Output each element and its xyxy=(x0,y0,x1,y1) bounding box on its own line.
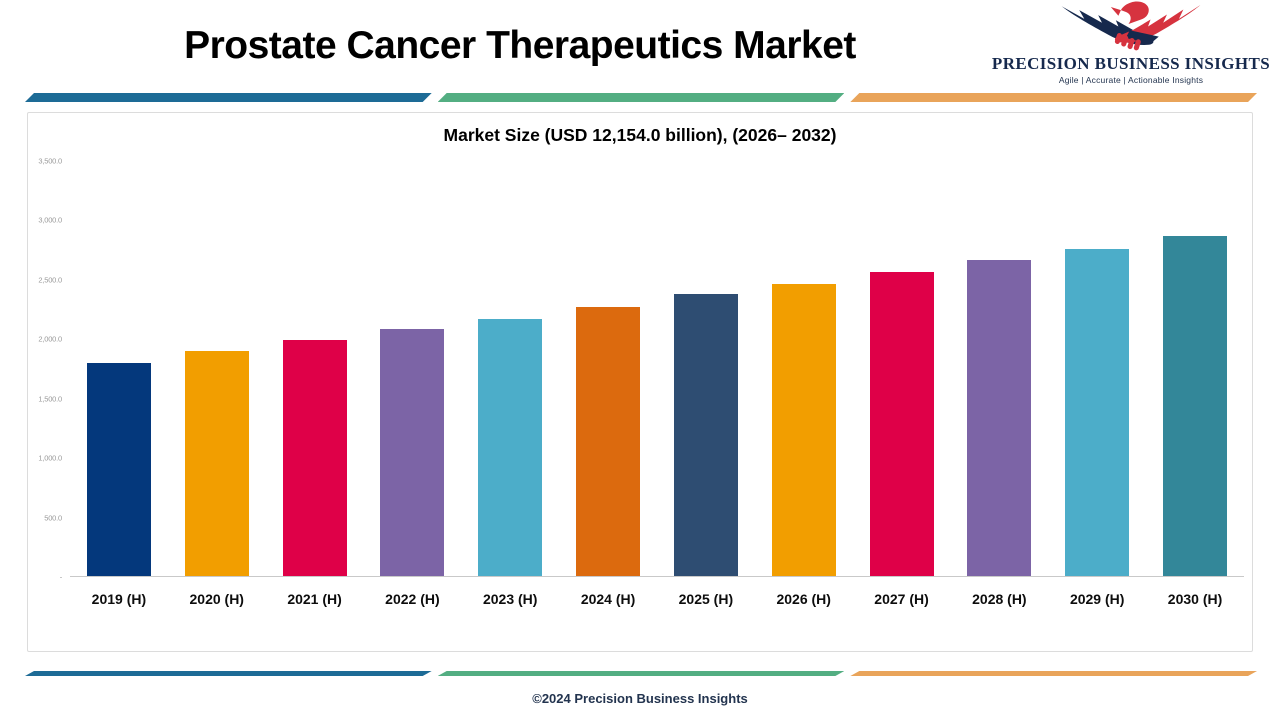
bar-slot xyxy=(461,161,559,576)
divider-segment-blue xyxy=(25,671,432,676)
y-tick-label: - xyxy=(59,572,63,582)
bottom-divider xyxy=(25,671,1257,676)
x-tick-label: 2025 (H) xyxy=(678,591,734,607)
page-title: Prostate Cancer Therapeutics Market xyxy=(184,24,856,67)
bar-slot xyxy=(853,161,951,576)
bar-slot xyxy=(266,161,364,576)
pbi-logo: PRECISION BUSINESS INSIGHTS Agile | Accu… xyxy=(985,0,1277,85)
x-tick-label: 2028 (H) xyxy=(972,591,1027,607)
x-axis-labels: 2019 (H) 2020 (H) 2021 (H) 2022 (H) 2023 (H)… xyxy=(70,591,1244,607)
logo-name: PRECISION BUSINESS INSIGHTS xyxy=(991,54,1271,73)
bar-2024-h xyxy=(576,306,641,576)
bar-2027-h xyxy=(869,271,934,576)
bars-row xyxy=(70,161,1244,577)
bar-slot xyxy=(950,161,1048,576)
bar-slot xyxy=(755,161,853,576)
y-tick-label: 2,500.0 xyxy=(38,275,62,285)
y-tick-label: 500.0 xyxy=(44,513,62,523)
x-tick-label: 2024 (H) xyxy=(580,591,636,607)
x-tick-label: 2019 (H) xyxy=(91,591,147,607)
divider-segment-orange xyxy=(850,93,1257,102)
bar-2022-h xyxy=(380,329,445,576)
bar-2019-h xyxy=(86,362,151,576)
bar-slot xyxy=(657,161,755,576)
bar-2020-h xyxy=(184,351,249,576)
x-tick-label: 2021 (H) xyxy=(287,591,342,607)
x-tick-label: 2023 (H) xyxy=(482,591,538,607)
y-tick-label: 3,500.0 xyxy=(38,156,62,166)
bar-2029-h xyxy=(1065,248,1130,576)
bar-2025-h xyxy=(673,293,738,576)
bar-slot xyxy=(70,161,168,576)
bar-2026-h xyxy=(771,283,836,576)
bar-2021-h xyxy=(282,340,347,576)
divider-segment-green xyxy=(438,671,845,676)
divider-segment-orange xyxy=(850,671,1257,676)
top-divider xyxy=(25,93,1257,102)
bar-slot xyxy=(168,161,266,576)
bar-slot xyxy=(559,161,657,576)
logo-tagline: Agile | Accurate | Actionable Insights xyxy=(1058,75,1204,85)
chart-panel: Market Size (USD 12,154.0 billion), (202… xyxy=(27,112,1253,652)
x-tick-label: 2022 (H) xyxy=(385,591,440,607)
x-tick-label: 2027 (H) xyxy=(874,591,929,607)
x-tick-label: 2026 (H) xyxy=(776,591,831,607)
bar-2023-h xyxy=(478,318,543,576)
bar-slot xyxy=(1146,161,1244,576)
y-tick-label: 3,000.0 xyxy=(38,215,62,225)
x-tick-label: 2030 (H) xyxy=(1167,591,1223,607)
eagle-icon xyxy=(1061,1,1201,51)
x-tick-label: 2029 (H) xyxy=(1069,591,1125,607)
bar-2028-h xyxy=(967,260,1032,576)
copyright-text: ©2024 Precision Business Insights xyxy=(532,691,748,706)
y-tick-label: 2,000.0 xyxy=(38,334,62,344)
bar-2030-h xyxy=(1163,235,1228,576)
y-axis-labels: 3,500.0 3,000.0 2,500.0 2,000.0 1,500.0 1,000… xyxy=(28,157,64,582)
chart-title: Market Size (USD 12,154.0 billion), (202… xyxy=(443,125,837,145)
divider-segment-green xyxy=(438,93,845,102)
divider-segment-blue xyxy=(25,93,432,102)
y-tick-label: 1,500.0 xyxy=(38,394,62,404)
x-tick-label: 2020 (H) xyxy=(189,591,244,607)
y-tick-label: 1,000.0 xyxy=(38,453,62,463)
bar-slot xyxy=(1048,161,1146,576)
bar-slot xyxy=(363,161,461,576)
